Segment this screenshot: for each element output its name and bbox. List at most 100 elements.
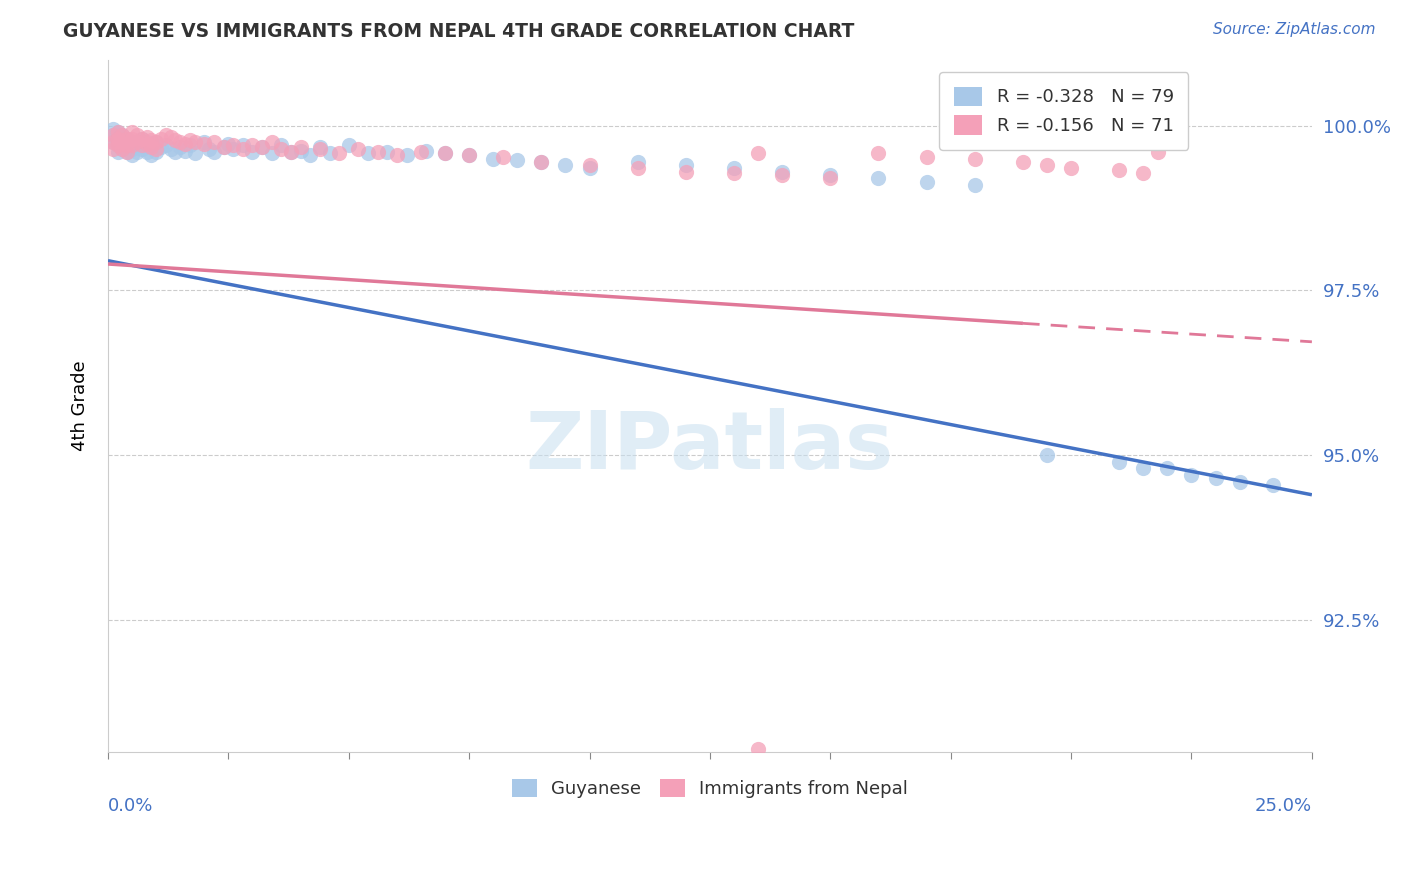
Point [1156, 461, 1178, 475]
Point [135, 135, 157, 149]
Point [174, 136, 197, 151]
Point [290, 144, 312, 158]
Point [250, 139, 273, 153]
Point [183, 146, 205, 161]
Point [125, 135, 148, 149]
Point [578, 161, 600, 176]
Point [820, 168, 842, 182]
Point [723, 166, 745, 180]
Point [117, 138, 139, 153]
Point [299, 148, 322, 162]
Point [309, 142, 332, 156]
Point [217, 136, 239, 151]
Point [375, 145, 398, 159]
Y-axis label: 4th Grade: 4th Grade [72, 360, 89, 451]
Point [179, 138, 201, 153]
Point [242, 138, 264, 153]
Point [242, 145, 264, 159]
Point [675, 164, 697, 178]
Point [198, 142, 221, 156]
Point [415, 144, 437, 158]
Point [141, 133, 163, 147]
Point [193, 136, 215, 151]
Legend: Guyanese, Immigrants from Nepal: Guyanese, Immigrants from Nepal [505, 772, 915, 805]
Point [747, 146, 769, 161]
Point [202, 145, 225, 159]
Point [434, 146, 457, 161]
Point [1180, 467, 1202, 482]
Point [135, 136, 157, 151]
Point [101, 128, 124, 143]
Point [179, 133, 201, 147]
Point [367, 145, 389, 159]
Point [1108, 163, 1130, 178]
Point [101, 135, 124, 149]
Point [155, 128, 177, 143]
Point [868, 171, 890, 186]
Point [111, 135, 134, 149]
Point [107, 145, 129, 159]
Point [145, 142, 167, 156]
Point [165, 133, 187, 147]
Point [149, 132, 172, 146]
Point [347, 142, 370, 156]
Point [155, 138, 177, 153]
Point [101, 142, 124, 156]
Point [309, 139, 332, 153]
Point [506, 153, 529, 167]
Point [121, 138, 143, 153]
Point [169, 139, 191, 153]
Point [141, 138, 163, 153]
Point [290, 139, 312, 153]
Point [117, 132, 139, 146]
Point [747, 741, 769, 756]
Point [131, 132, 153, 146]
Point [1146, 115, 1168, 129]
Text: 0.0%: 0.0% [108, 797, 153, 815]
Point [260, 146, 283, 161]
Point [409, 145, 432, 159]
Point [250, 139, 273, 153]
Point [169, 135, 191, 149]
Point [141, 148, 163, 162]
Point [530, 154, 553, 169]
Point [183, 135, 205, 149]
Point [131, 138, 153, 153]
Point [1060, 161, 1083, 176]
Point [107, 132, 129, 146]
Point [111, 128, 134, 143]
Point [482, 152, 505, 166]
Point [1036, 448, 1059, 462]
Point [222, 142, 245, 156]
Point [117, 132, 139, 146]
Text: 25.0%: 25.0% [1254, 797, 1312, 815]
Point [159, 130, 181, 145]
Point [280, 145, 302, 159]
Point [212, 139, 235, 153]
Point [1108, 455, 1130, 469]
Point [111, 142, 134, 156]
Point [141, 139, 163, 153]
Point [530, 154, 553, 169]
Point [125, 145, 148, 159]
Point [232, 138, 254, 153]
Point [135, 130, 157, 145]
Point [117, 138, 139, 153]
Point [492, 150, 515, 164]
Point [627, 154, 650, 169]
Point [107, 125, 129, 139]
Point [627, 161, 650, 176]
Point [117, 145, 139, 159]
Point [868, 146, 890, 161]
Point [1263, 478, 1285, 492]
Point [915, 175, 938, 189]
Point [820, 171, 842, 186]
Point [145, 135, 167, 149]
Point [135, 145, 157, 159]
Point [101, 121, 124, 136]
Point [121, 148, 143, 162]
Point [117, 145, 139, 159]
Point [111, 135, 134, 149]
Point [232, 142, 254, 156]
Point [101, 135, 124, 149]
